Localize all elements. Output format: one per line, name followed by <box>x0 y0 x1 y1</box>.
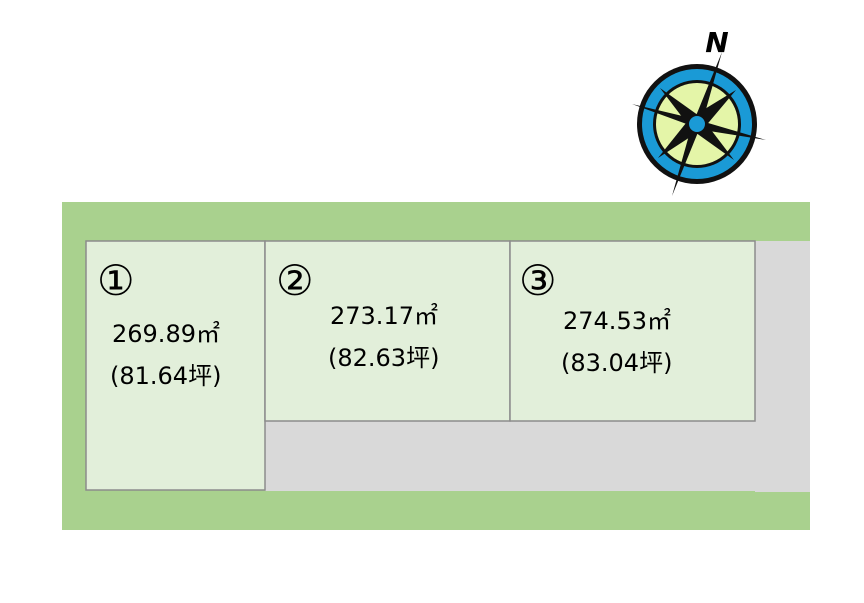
lot-area: 274.53㎡ <box>563 307 671 335</box>
lot-tsubo: (81.64坪) <box>110 362 221 390</box>
compass-label: N <box>705 26 728 59</box>
lot <box>85 240 266 491</box>
road <box>265 421 810 491</box>
lot <box>264 240 511 422</box>
lot-number: ② <box>276 256 314 305</box>
lot-area: 269.89㎡ <box>112 320 220 348</box>
road <box>755 241 810 492</box>
lot-tsubo: (83.04坪) <box>561 349 672 377</box>
compass: N <box>632 26 766 196</box>
lot-tsubo: (82.63坪) <box>328 344 439 372</box>
lot-area: 273.17㎡ <box>330 302 438 330</box>
lot-number: ① <box>97 256 135 305</box>
lot <box>509 240 756 422</box>
lot-number: ③ <box>519 256 557 305</box>
